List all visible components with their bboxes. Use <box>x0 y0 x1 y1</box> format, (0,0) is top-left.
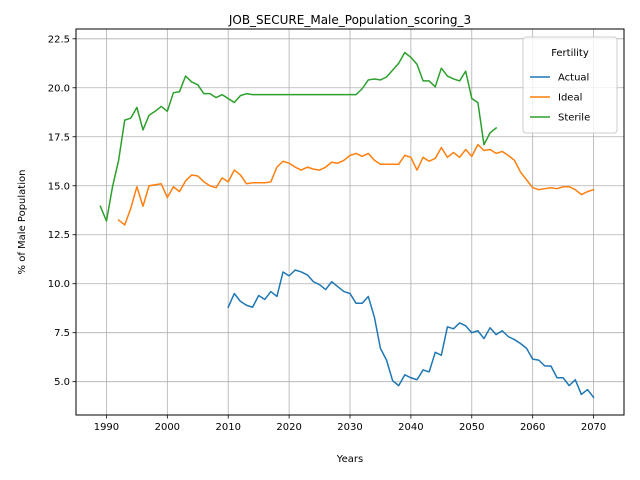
x-tick-label: 2060 <box>520 422 545 433</box>
x-tick-label: 2040 <box>398 422 423 433</box>
series-lines <box>99 51 595 399</box>
y-tick-label: 7.5 <box>54 328 70 339</box>
legend-box <box>522 36 618 134</box>
y-tick-label: 17.5 <box>48 132 70 143</box>
x-tick-label: 2070 <box>581 422 606 433</box>
legend-label-ideal: Ideal <box>558 93 582 104</box>
legend-entries: Actual Ideal Sterile <box>530 73 590 124</box>
series-line-actual <box>227 269 595 399</box>
y-tick-label: 20.0 <box>48 83 70 94</box>
y-tick-label: 15.0 <box>48 181 70 192</box>
legend-title: Fertility <box>551 48 589 59</box>
legend-label-actual: Actual <box>558 73 589 84</box>
x-tick-label: 1990 <box>94 422 119 433</box>
y-tick-label: 10.0 <box>48 279 70 290</box>
y-tick-label: 12.5 <box>48 230 70 241</box>
y-axis-label: % of Male Population <box>17 170 28 275</box>
x-axis: 1990 2000 2010 2020 2030 2040 2050 2060 2070 <box>94 415 606 433</box>
chart-title: JOB_SECURE_Male_Population_scoring_3 <box>228 13 471 27</box>
series-line-sterile <box>99 51 498 222</box>
y-axis: 5.0 7.5 10.0 12.5 15.0 17.5 20.0 22.5 <box>48 34 76 388</box>
series-line-ideal <box>117 143 595 226</box>
x-tick-label: 2000 <box>155 422 180 433</box>
x-tick-label: 2010 <box>215 422 240 433</box>
x-tick-label: 2030 <box>337 422 362 433</box>
legend-label-sterile: Sterile <box>558 113 590 124</box>
legend: Fertility Actual Ideal Sterile <box>522 36 618 134</box>
y-tick-label: 22.5 <box>48 34 70 45</box>
x-tick-label: 2020 <box>276 422 301 433</box>
y-tick-label: 5.0 <box>54 377 70 388</box>
x-tick-label: 2050 <box>459 422 484 433</box>
x-axis-label: Years <box>336 454 363 465</box>
